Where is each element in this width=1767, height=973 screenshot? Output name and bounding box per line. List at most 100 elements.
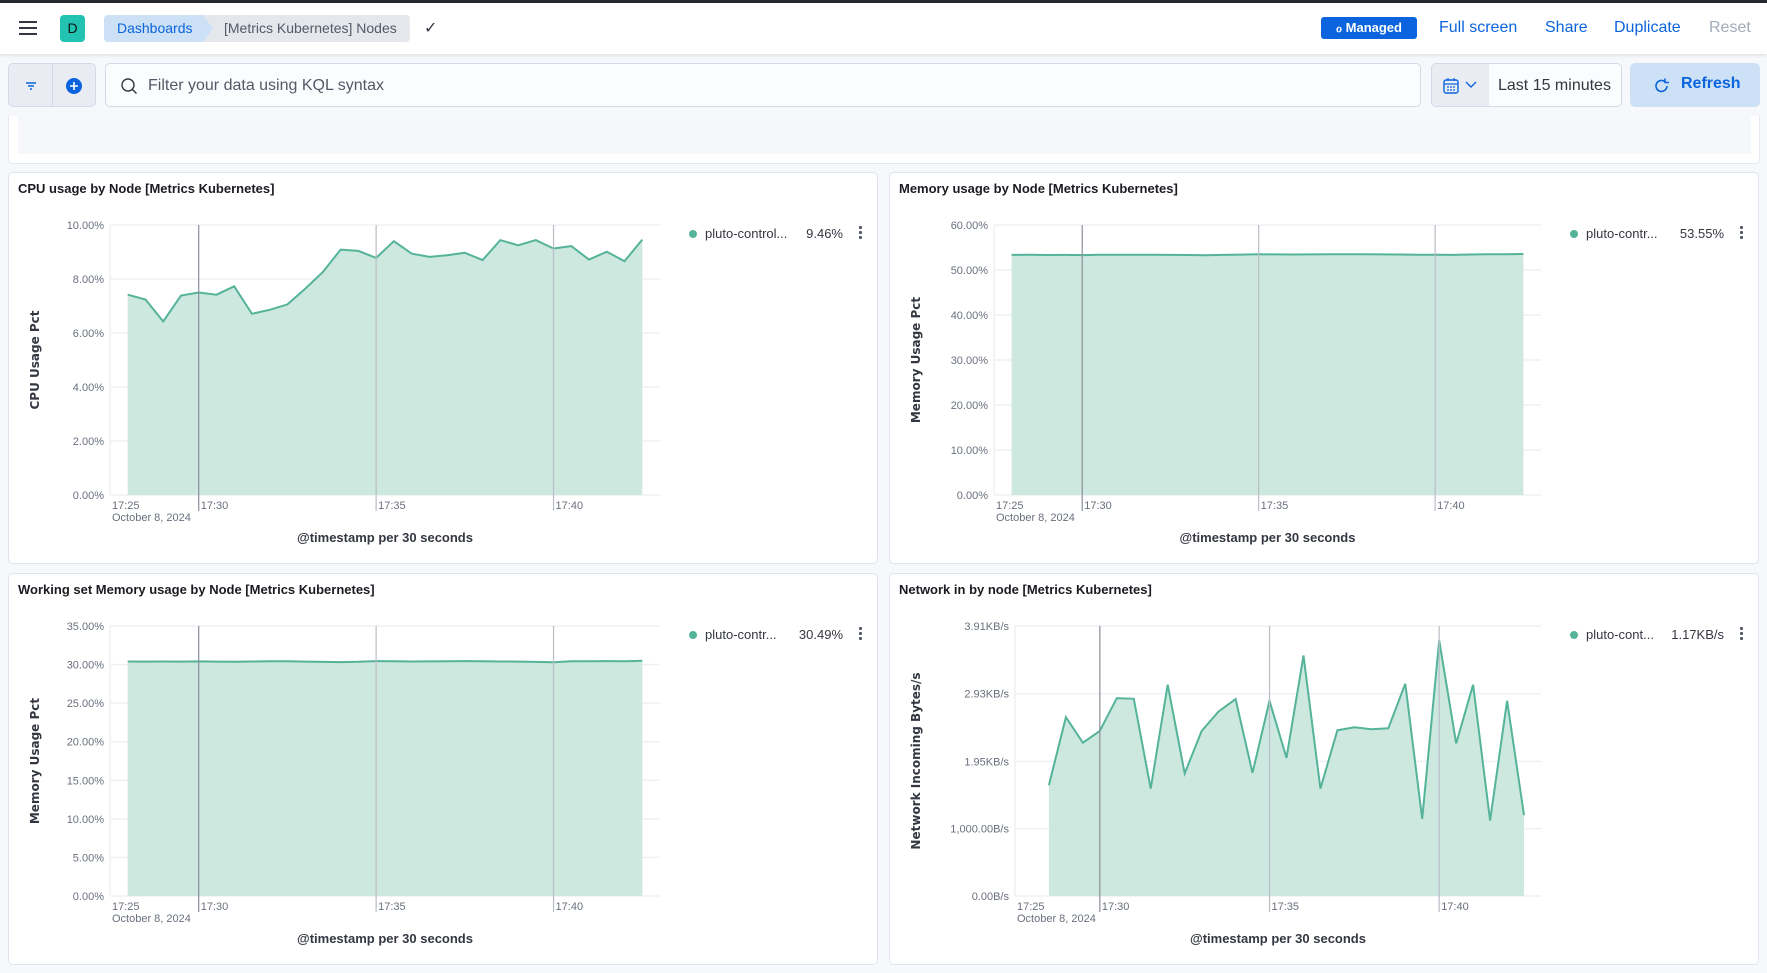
y-tick-label: 0.00B/s — [972, 891, 1010, 903]
query-bar: Filter your data using KQL syntax Last 1… — [0, 54, 1767, 116]
area-chart: 0.00% 5.00% 10.00% 15.00% 20.00% 25.00% 30.00%… — [28, 621, 660, 946]
x-tick-label: 17:25 — [112, 901, 140, 913]
time-range-label[interactable]: Last 15 minutes — [1498, 77, 1611, 94]
legend-series-name: pluto-cont... — [1586, 627, 1654, 642]
legend-actions-icon[interactable] — [859, 226, 863, 240]
panel-title: Network in by node [Metrics Kubernetes] — [899, 582, 1152, 597]
check-icon: ✓ — [424, 20, 438, 37]
legend-series-value: 1.17KB/s — [1671, 627, 1724, 642]
glasses-icon: ℴ — [1336, 20, 1343, 35]
area-chart: 0.00B/s 1,000.00B/s 1.95KB/s 2.93KB/s 3.91KB… — [909, 621, 1541, 946]
x-tick-label: 17:30 — [1102, 901, 1130, 913]
series-line — [1011, 253, 1524, 257]
refresh-icon — [1655, 78, 1669, 93]
y-tick-label: 2.00% — [73, 436, 104, 448]
breadcrumb-current: [Metrics Kubernetes] Nodes — [203, 15, 410, 42]
legend-actions-icon[interactable] — [1740, 627, 1744, 641]
chart-panel: Network in by node [Metrics Kubernetes] … — [889, 573, 1759, 965]
legend-series-name: pluto-contr... — [1586, 226, 1658, 241]
breadcrumb-dashboards[interactable]: Dashboards — [104, 15, 215, 42]
series-area — [1011, 254, 1524, 495]
x-axis-title: @timestamp per 30 seconds — [297, 530, 473, 545]
x-tick-label: 17:35 — [378, 500, 406, 512]
x-tick-label: 17:35 — [378, 901, 406, 913]
legend-series-value: 30.49% — [798, 627, 843, 642]
series-line — [127, 238, 644, 324]
x-tick-label: 17:40 — [1441, 901, 1469, 913]
x-tick-label: 17:35 — [1261, 500, 1289, 512]
series-area — [127, 660, 643, 896]
legend-item[interactable]: pluto-contr... 30.49% — [681, 625, 871, 645]
y-tick-label: 50.00% — [951, 265, 989, 277]
series-area — [127, 239, 643, 495]
series-color-dot — [1570, 230, 1578, 238]
legend-item[interactable]: pluto-contr... 53.55% — [1562, 224, 1752, 244]
y-tick-label: 15.00% — [67, 775, 105, 787]
area-chart: 0.00% 2.00% 4.00% 6.00% 8.00% 10.00% 17:30 17:3… — [28, 220, 660, 545]
kql-search-input[interactable]: Filter your data using KQL syntax — [105, 63, 1421, 107]
x-tick-label: 17:35 — [1272, 901, 1300, 913]
search-placeholder: Filter your data using KQL syntax — [148, 77, 384, 94]
y-tick-label: 35.00% — [67, 621, 105, 633]
y-tick-label: 8.00% — [73, 274, 104, 286]
menu-icon[interactable] — [19, 21, 37, 35]
filter-group — [8, 63, 96, 107]
y-tick-label: 30.00% — [951, 355, 989, 367]
x-axis-title: @timestamp per 30 seconds — [297, 931, 473, 946]
x-tick-label: 17:25 — [112, 500, 140, 512]
y-tick-label: 25.00% — [67, 698, 105, 710]
y-tick-label: 60.00% — [951, 220, 989, 232]
quick-menu-button[interactable] — [1432, 64, 1489, 106]
chevron-down-icon — [1465, 81, 1477, 88]
x-date-label: October 8, 2024 — [1017, 913, 1096, 925]
series-area — [1048, 640, 1524, 896]
series-line — [127, 659, 643, 664]
legend-series-name: pluto-contr... — [705, 627, 777, 642]
legend-actions-icon[interactable] — [859, 627, 863, 641]
refresh-label: Refresh — [1681, 75, 1741, 92]
filter-icon[interactable] — [23, 78, 39, 94]
chart-panel: Memory usage by Node [Metrics Kubernetes… — [889, 172, 1759, 564]
y-tick-label: 30.00% — [67, 660, 105, 672]
x-tick-label: 17:40 — [556, 901, 584, 913]
legend-item[interactable]: pluto-cont... 1.17KB/s — [1562, 625, 1752, 645]
x-axis-title: @timestamp per 30 seconds — [1180, 530, 1356, 545]
managed-badge[interactable]: ℴ Managed — [1321, 17, 1417, 39]
calendar-icon — [1443, 78, 1459, 94]
top-border — [0, 0, 1767, 3]
y-axis-title: Memory Usage Pct — [28, 698, 42, 825]
space-avatar[interactable]: D — [60, 15, 85, 42]
y-tick-label: 1.95KB/s — [964, 756, 1009, 768]
y-axis-title: Memory Usage Pct — [909, 297, 923, 424]
full-screen-link[interactable]: Full screen — [1439, 19, 1518, 36]
legend-item[interactable]: pluto-control... 9.46% — [681, 224, 871, 244]
y-tick-label: 0.00% — [73, 891, 104, 903]
x-tick-label: 17:25 — [1017, 901, 1045, 913]
duplicate-link[interactable]: Duplicate — [1614, 19, 1681, 36]
legend-series-value: 53.55% — [1679, 226, 1724, 241]
chart-panel: CPU usage by Node [Metrics Kubernetes] 0… — [8, 172, 878, 564]
share-link[interactable]: Share — [1545, 19, 1588, 36]
add-filter-icon[interactable] — [64, 76, 84, 96]
panel-title: Working set Memory usage by Node [Metric… — [18, 582, 375, 597]
y-tick-label: 40.00% — [951, 310, 989, 322]
managed-label: Managed — [1345, 20, 1402, 35]
x-date-label: October 8, 2024 — [996, 512, 1075, 524]
series-color-dot — [689, 230, 697, 238]
legend-series-value: 9.46% — [806, 226, 843, 241]
y-tick-label: 3.91KB/s — [964, 621, 1009, 633]
y-axis-title: CPU Usage Pct — [28, 310, 42, 409]
legend-actions-icon[interactable] — [1740, 226, 1744, 240]
date-picker[interactable]: Last 15 minutes — [1431, 63, 1622, 107]
x-tick-label: 17:30 — [201, 500, 229, 512]
legend-series-name: pluto-control... — [705, 226, 788, 241]
x-tick-label: 17:30 — [201, 901, 229, 913]
y-tick-label: 0.00% — [957, 490, 988, 502]
refresh-button[interactable]: Refresh — [1630, 63, 1760, 107]
reset-link[interactable]: Reset — [1709, 19, 1751, 36]
y-tick-label: 10.00% — [67, 220, 105, 232]
panel-title: Memory usage by Node [Metrics Kubernetes… — [899, 181, 1178, 196]
y-tick-label: 0.00% — [73, 490, 104, 502]
y-tick-label: 2.93KB/s — [964, 689, 1009, 701]
panel-title: CPU usage by Node [Metrics Kubernetes] — [18, 181, 275, 196]
